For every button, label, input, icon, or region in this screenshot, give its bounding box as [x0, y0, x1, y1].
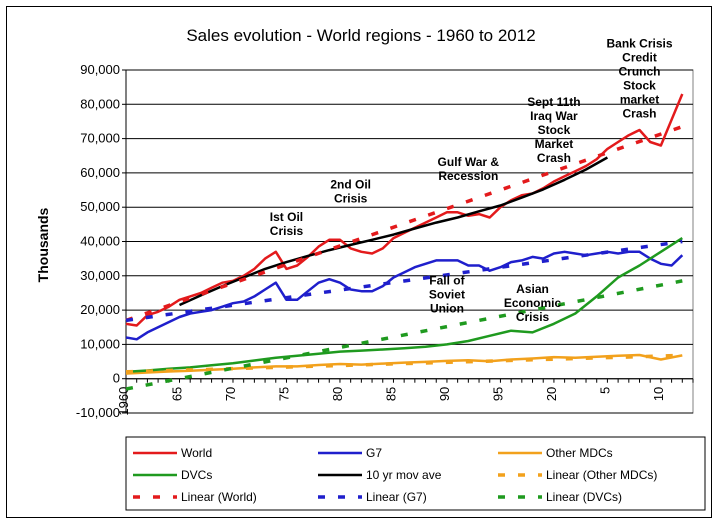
y-tick-label: 40,000	[80, 234, 120, 249]
x-tick-label: 85	[383, 387, 398, 401]
x-tick-label: 75	[276, 387, 291, 401]
legend-label-10-yr-mov-ave: 10 yr mov ave	[366, 468, 442, 482]
x-tick-label: 1960	[116, 387, 131, 416]
annotation-label: Asian	[516, 282, 549, 296]
y-axis-ticks: -10,000 0 10,000 20,000 30,000 40,000 50,000 60…	[76, 62, 127, 420]
y-tick-label: 50,000	[80, 199, 120, 214]
x-tick-label: 20	[544, 387, 559, 401]
legend-entries: World G7 Other MDCs DVCs 10 yr mov ave Linear…	[133, 446, 657, 504]
annotation-label: Crisis	[270, 224, 304, 238]
x-tick-label: 95	[490, 387, 505, 401]
series-linear-g7	[125, 239, 683, 323]
legend-label-linear-g7: Linear (G7)	[366, 490, 427, 504]
annotation-label: Credit	[622, 51, 657, 65]
annotation-label: Bank Crisis	[606, 37, 672, 51]
annotation-label: Iraq War	[530, 109, 578, 123]
annotation-label: Crisis	[516, 310, 550, 324]
x-tick-label: 90	[437, 387, 452, 401]
legend-label-g7: G7	[366, 446, 382, 460]
y-axis-label: Thousands	[35, 207, 51, 282]
annotation-label: Crisis	[334, 191, 368, 205]
annotation-label: Economic	[504, 296, 562, 310]
series-world	[125, 93, 684, 327]
x-tick-label: 80	[330, 387, 345, 401]
annotation-label: Stock	[538, 123, 571, 137]
legend-label-other-mdcs: Other MDCs	[546, 446, 613, 460]
legend-label-dvcs: DVCs	[181, 468, 212, 482]
legend-label-world: World	[181, 446, 212, 460]
annotation-label: Union	[430, 301, 464, 315]
y-tick-label: 30,000	[80, 268, 120, 283]
y-tick-label: 90,000	[80, 62, 120, 77]
x-tick-label: 5	[597, 387, 612, 394]
annotation-label: Fall of	[429, 273, 465, 287]
annotation-label: Soviet	[429, 287, 465, 301]
annotation-label: Gulf War &	[438, 155, 500, 169]
legend	[125, 436, 706, 511]
annotation-label: Crash	[537, 151, 571, 165]
y-tick-label: 70,000	[80, 131, 120, 146]
annotation-label: Ist Oil	[270, 210, 303, 224]
y-tick-label: 60,000	[80, 165, 120, 180]
legend-label-linear-dvcs: Linear (DVCs)	[546, 490, 622, 504]
y-tick-label: 20,000	[80, 302, 120, 317]
series-layer	[125, 93, 684, 391]
x-axis-ticks: 1960 65 70 75 80 85 90 95 20 5 10	[116, 378, 694, 416]
y-tick-label: 0	[113, 371, 120, 386]
y-tick-label: 80,000	[80, 96, 120, 111]
x-tick-label: 70	[223, 387, 238, 401]
legend-label-linear-world: Linear (World)	[181, 490, 257, 504]
annotation-label: Recession	[438, 169, 498, 183]
annotation-label: Market	[535, 137, 574, 151]
x-tick-label: 10	[651, 387, 666, 401]
y-tick-label: -10,000	[76, 405, 120, 420]
x-tick-label: 65	[169, 387, 184, 401]
series-10-yr-mov-ave	[178, 156, 609, 307]
annotation-label: Sept 11th	[527, 95, 580, 109]
series-dvcs	[125, 237, 683, 374]
annotation-label: Crunch	[619, 65, 661, 79]
annotation-label: 2nd Oil	[330, 177, 371, 191]
annotation-label: Crash	[623, 107, 657, 121]
annotation-label: market	[620, 93, 659, 107]
series-g7	[125, 250, 684, 341]
series-linear-dvcs	[125, 279, 683, 391]
legend-label-linear-other-mdcs: Linear (Other MDCs)	[546, 468, 657, 482]
series-linear-other-mdcs	[125, 353, 683, 374]
chart-title: Sales evolution - World regions - 1960 t…	[186, 26, 535, 45]
annotation-label: Stock	[623, 79, 656, 93]
y-tick-label: 10,000	[80, 336, 120, 351]
